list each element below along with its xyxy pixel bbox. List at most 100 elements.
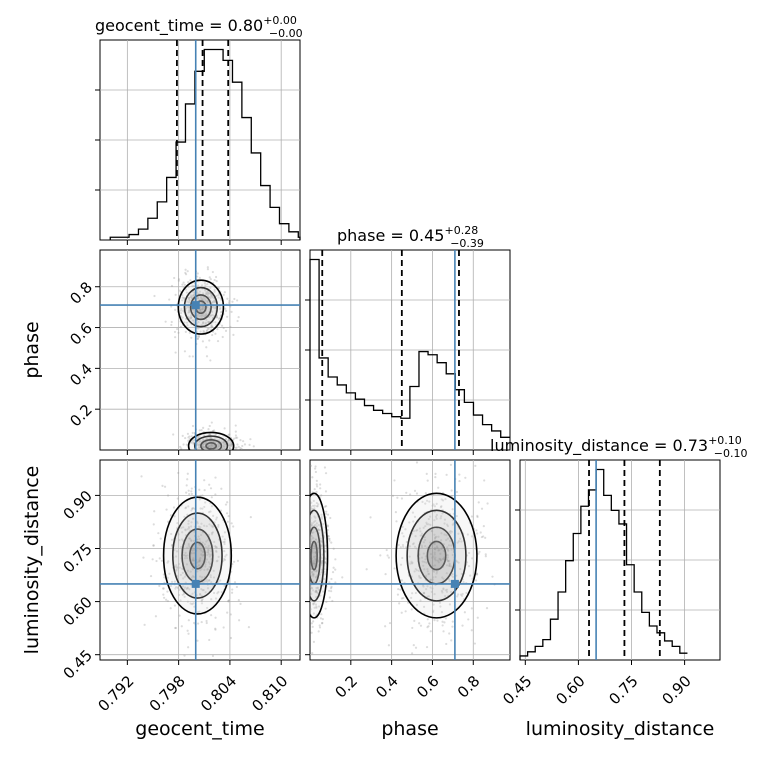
sample-point — [315, 525, 318, 528]
sample-point — [419, 534, 422, 537]
sample-point — [188, 546, 191, 549]
sample-point — [247, 626, 251, 629]
sample-point — [205, 355, 209, 358]
sample-point — [467, 618, 470, 621]
sample-point — [189, 317, 192, 320]
sample-point — [229, 445, 232, 448]
sample-point — [190, 441, 193, 444]
sample-point — [412, 529, 415, 533]
sample-point — [439, 559, 442, 562]
ylabel-luminosity-distance: luminosity_distance — [21, 466, 43, 655]
sample-point — [479, 531, 482, 534]
sample-point — [483, 479, 486, 482]
sample-point — [190, 552, 193, 555]
sample-point — [196, 337, 200, 340]
sample-point — [204, 580, 207, 583]
sample-point — [310, 631, 313, 634]
contour-geocent_time-luminosity_distance — [162, 496, 233, 615]
sample-point — [183, 654, 186, 657]
sample-point — [325, 510, 328, 513]
sample-point — [427, 523, 430, 526]
sample-point — [198, 610, 201, 613]
sample-point — [185, 587, 188, 591]
sample-point — [208, 433, 211, 436]
sample-point — [404, 546, 407, 549]
sample-point — [312, 559, 315, 562]
sample-point — [212, 591, 216, 595]
sample-point — [418, 622, 421, 625]
sample-point — [408, 555, 411, 558]
sample-point — [199, 295, 202, 299]
sample-point — [223, 291, 226, 294]
sample-point — [223, 542, 226, 546]
sample-point — [426, 570, 429, 573]
sample-point — [189, 314, 193, 317]
sample-point — [201, 292, 205, 295]
sample-point — [193, 605, 196, 608]
sample-point — [200, 533, 203, 537]
sample-point — [198, 440, 201, 444]
sample-point — [199, 592, 202, 596]
sample-point — [202, 581, 205, 584]
sample-point — [213, 540, 216, 544]
sample-point — [315, 596, 318, 599]
contour-geocent_time-luminosity_distance — [188, 541, 206, 570]
sample-point — [198, 488, 201, 491]
sample-point — [320, 513, 323, 516]
sample-point — [446, 559, 449, 562]
sample-point — [325, 600, 328, 603]
sample-point — [206, 291, 209, 294]
sample-point — [190, 539, 193, 542]
sample-point — [241, 444, 244, 448]
sample-point — [211, 333, 214, 337]
sample-point — [196, 522, 199, 525]
density-geocent_time-luminosity_distance — [172, 513, 223, 599]
sample-point — [207, 296, 211, 299]
sample-point — [181, 567, 184, 570]
sample-point — [216, 445, 219, 448]
ticklabel-x-luminosity_distance: 0.60 — [552, 672, 588, 708]
sample-point — [223, 445, 226, 448]
sample-point — [205, 346, 208, 349]
sample-point — [316, 586, 319, 589]
sample-point — [320, 545, 323, 548]
sample-point — [142, 556, 145, 559]
sample-point — [222, 559, 225, 562]
sample-point — [201, 550, 205, 554]
sample-point — [213, 307, 217, 310]
sample-point — [411, 562, 414, 565]
sample-point — [190, 539, 193, 542]
sample-point — [475, 529, 478, 532]
sample-point — [411, 543, 415, 546]
sample-point — [228, 433, 231, 436]
sample-point — [448, 579, 451, 582]
sample-point — [455, 514, 458, 518]
sample-point — [219, 306, 222, 310]
sample-point — [312, 499, 315, 503]
sample-point — [425, 561, 428, 564]
sample-point — [217, 446, 220, 449]
sample-point — [316, 592, 320, 595]
sample-point — [228, 299, 231, 303]
sample-point — [201, 305, 205, 308]
sample-point — [456, 541, 459, 544]
sample-point — [323, 505, 327, 508]
sample-point — [191, 507, 194, 510]
title-phase: phase = 0.45+0.28 −0.39 — [337, 224, 484, 250]
sample-point — [222, 442, 226, 445]
sample-point — [217, 523, 220, 527]
sample-point — [322, 578, 326, 581]
ticklabel-x-luminosity_distance: 0.45 — [499, 672, 535, 708]
sample-point — [210, 325, 213, 328]
sample-point — [320, 544, 323, 547]
sample-point — [329, 587, 333, 590]
sample-point — [428, 622, 431, 625]
sample-point — [475, 573, 479, 576]
sample-point — [210, 533, 214, 536]
sample-point — [155, 559, 158, 563]
sample-point — [187, 619, 190, 622]
sample-point — [429, 578, 433, 581]
sample-point — [200, 429, 203, 432]
sample-point — [214, 476, 217, 479]
